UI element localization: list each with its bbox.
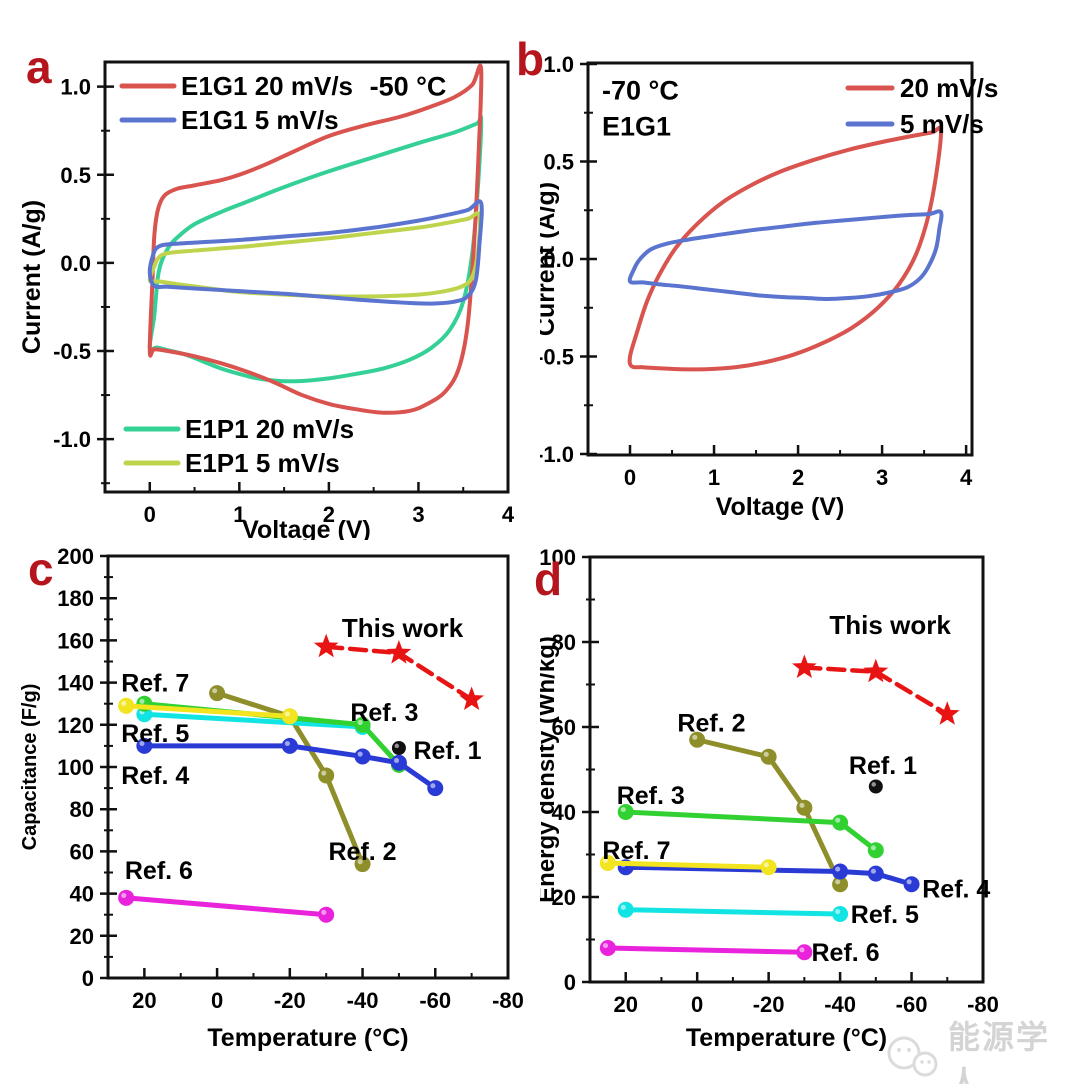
svg-text:Voltage (V): Voltage (V)	[242, 516, 371, 540]
svg-text:-1.0: -1.0	[540, 442, 574, 467]
svg-text:4: 4	[960, 465, 973, 490]
svg-text:Ref. 2: Ref. 2	[328, 838, 396, 866]
svg-text:-40: -40	[347, 988, 379, 1013]
svg-text:20 mV/s: 20 mV/s	[900, 73, 998, 103]
svg-text:20: 20	[132, 988, 156, 1013]
svg-text:180: 180	[57, 586, 94, 611]
svg-text:-60: -60	[419, 988, 451, 1013]
svg-text:-0.5: -0.5	[53, 339, 91, 364]
svg-text:2: 2	[792, 465, 804, 490]
svg-text:Ref. 5: Ref. 5	[121, 720, 189, 748]
panel-letter-d: d	[534, 553, 563, 605]
svg-text:40: 40	[70, 882, 94, 907]
svg-text:3: 3	[412, 502, 424, 527]
svg-text:-50 °C: -50 °C	[370, 71, 447, 101]
svg-text:1: 1	[233, 502, 245, 527]
svg-text:5 mV/s: 5 mV/s	[900, 109, 984, 139]
svg-text:4: 4	[502, 502, 515, 527]
svg-text:2: 2	[323, 502, 335, 527]
svg-text:0: 0	[82, 966, 94, 991]
panel-b-chart: 0 1 2 3 4 -1.0 -0.5 0.0 0.5 1.0 Voltage (V) Current…	[540, 52, 998, 521]
svg-text:100: 100	[540, 545, 576, 570]
panel-letter-c: c	[28, 543, 54, 595]
svg-text:-80: -80	[967, 992, 999, 1017]
svg-text:3: 3	[876, 465, 888, 490]
svg-text:0.0: 0.0	[543, 247, 574, 272]
svg-text:-20: -20	[753, 992, 785, 1017]
wechat-chat-bubbles-icon	[887, 1036, 938, 1077]
panel-letter-b: b	[516, 33, 545, 85]
svg-text:E1P1 20 mV/s: E1P1 20 mV/s	[185, 414, 354, 444]
svg-text:-40: -40	[824, 992, 856, 1017]
svg-text:Ref. 1: Ref. 1	[413, 737, 481, 765]
svg-text:Ref. 3: Ref. 3	[350, 699, 418, 727]
watermark: 能源学人	[884, 1012, 1080, 1084]
svg-text:1: 1	[708, 465, 720, 490]
svg-text:Ref. 6: Ref. 6	[812, 939, 880, 967]
svg-text:40: 40	[552, 800, 576, 825]
svg-text:Ref. 2: Ref. 2	[677, 710, 745, 738]
panel-d-chart: 20 0 -20 -40 -60 -80 0 20 40 60 80 100 Temperature (…	[540, 545, 999, 1052]
panel-c-chart: 20 0 -20 -40 -60 -800204060801001201401601802…	[19, 544, 524, 1052]
svg-text:20: 20	[613, 992, 637, 1017]
svg-text:Ref. 6: Ref. 6	[125, 857, 193, 885]
svg-text:60: 60	[552, 715, 576, 740]
svg-text:160: 160	[57, 628, 94, 653]
svg-text:1.0: 1.0	[60, 75, 91, 100]
svg-text:0: 0	[564, 970, 576, 995]
svg-text:Ref. 4: Ref. 4	[121, 762, 189, 790]
svg-text:Ref. 7: Ref. 7	[121, 669, 189, 697]
svg-text:0: 0	[211, 988, 223, 1013]
svg-text:1.0: 1.0	[543, 52, 574, 77]
svg-text:0: 0	[144, 502, 156, 527]
svg-text:Current (A/g): Current (A/g)	[540, 182, 560, 336]
svg-text:-70 °C: -70 °C	[602, 75, 679, 105]
svg-text:20: 20	[70, 924, 94, 949]
svg-text:Capacitance (F/g): Capacitance (F/g)	[19, 684, 41, 851]
svg-text:E1G1: E1G1	[602, 111, 671, 141]
svg-text:80: 80	[70, 797, 94, 822]
svg-text:Ref. 1: Ref. 1	[849, 752, 917, 780]
svg-text:Ref. 3: Ref. 3	[617, 782, 685, 810]
svg-text:This work: This work	[829, 610, 951, 640]
svg-text:0.0: 0.0	[60, 251, 91, 276]
svg-text:E1G1 20 mV/s: E1G1 20 mV/s	[181, 71, 353, 101]
watermark-text: 能源学人	[948, 1019, 1051, 1084]
svg-text:0: 0	[624, 465, 636, 490]
svg-text:Voltage (V): Voltage (V)	[716, 493, 845, 521]
svg-text:0.5: 0.5	[60, 163, 91, 188]
svg-text:E1P1 5 mV/s: E1P1 5 mV/s	[185, 448, 340, 478]
svg-text:Current (A/g): Current (A/g)	[18, 200, 46, 354]
svg-text:-80: -80	[492, 988, 524, 1013]
svg-text:-1.0: -1.0	[53, 427, 91, 452]
svg-text:-60: -60	[896, 992, 928, 1017]
svg-text:Ref. 4: Ref. 4	[922, 875, 990, 903]
svg-text:E1G1 5 mV/s: E1G1 5 mV/s	[181, 105, 339, 135]
svg-text:60: 60	[70, 839, 94, 864]
svg-text:20: 20	[552, 885, 576, 910]
svg-text:Ref. 5: Ref. 5	[851, 901, 919, 929]
svg-text:-0.5: -0.5	[540, 345, 574, 370]
svg-text:-20: -20	[274, 988, 306, 1013]
svg-text:Ref. 7: Ref. 7	[602, 837, 670, 865]
svg-text:Temperature (°C): Temperature (°C)	[686, 1024, 887, 1052]
svg-text:0: 0	[691, 992, 703, 1017]
svg-text:Energy density (Wh/kg): Energy density (Wh/kg)	[540, 636, 560, 903]
svg-text:120: 120	[57, 713, 94, 738]
svg-text:This work: This work	[342, 613, 464, 643]
svg-text:100: 100	[57, 755, 94, 780]
svg-text:200: 200	[57, 544, 94, 569]
svg-text:0.5: 0.5	[543, 149, 574, 174]
svg-text:140: 140	[57, 671, 94, 696]
svg-text:80: 80	[552, 630, 576, 655]
svg-text:Temperature (°C): Temperature (°C)	[207, 1024, 408, 1052]
panel-letter-a: a	[26, 41, 52, 93]
panel-a-chart: 0 1 2 3 4 -1.0 -0.5 0.0 0.5 1.0 Voltage (V) Current…	[18, 60, 515, 540]
